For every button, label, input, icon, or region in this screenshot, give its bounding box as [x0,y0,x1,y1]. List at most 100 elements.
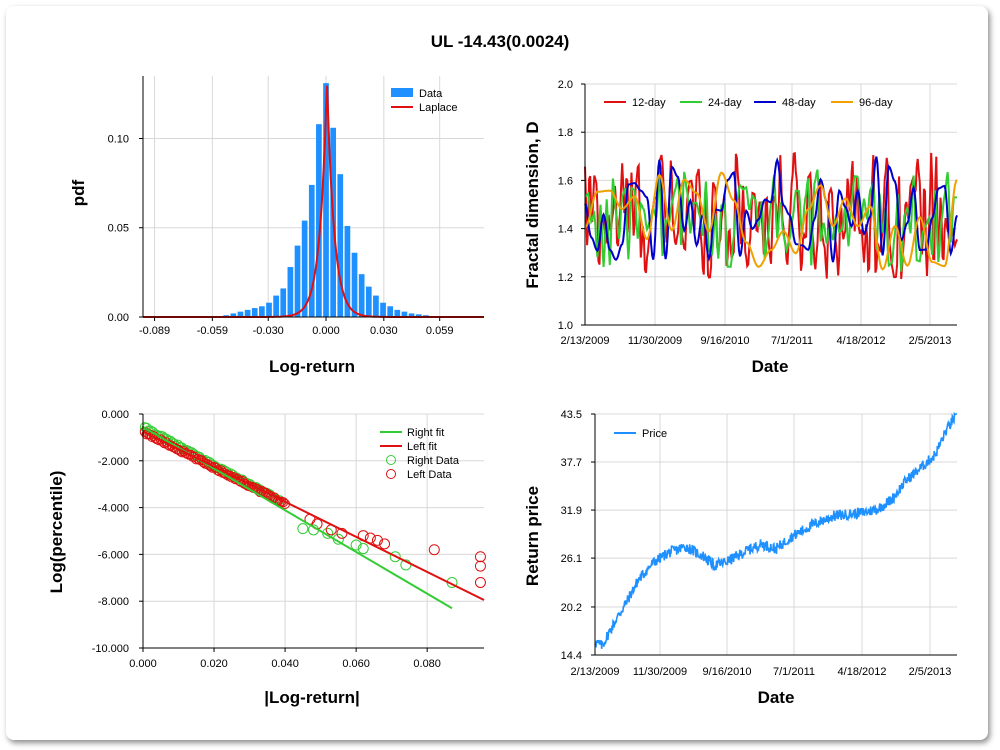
price-x-tick-label: 11/30/2009 [633,666,687,678]
hist-bar [394,309,401,317]
fractal-y-tick-label: 1.8 [558,127,573,139]
hist-y-axis-label: pdf [69,179,88,206]
price-y-tick-label: 43.5 [561,409,582,421]
left-data-point [428,544,440,556]
price-line [594,411,957,649]
legend-12-day-label: 12-day [632,97,666,109]
tail-x-tick-label: 0.040 [271,658,299,670]
hist-x-tick-label: -0.030 [253,325,284,337]
legend-right-data-label: Right Data [407,455,460,467]
tail-y-axis-label: Log(percentile) [47,471,66,594]
left-data-point [260,487,271,498]
fractal-x-tick-label: 11/30/2009 [628,335,682,347]
hist-bar [344,225,351,317]
hist-bar [401,311,408,317]
hist-x-tick-label: 0.030 [370,325,398,337]
legend-left-fit-label: Left fit [407,441,437,453]
hist-bar [280,288,287,317]
left-data-point [474,560,486,572]
hist-bar [373,295,379,317]
left-data-point [201,458,212,469]
left-data-point [474,576,486,588]
hist-x-tick-label: -0.089 [139,325,170,337]
legend-data-swatch [391,88,413,97]
left-data-point [203,460,214,471]
price-y-tick-label: 37.7 [561,457,582,469]
legend-laplace-label: Laplace [419,102,458,114]
hist-x-axis-label: Log-return [269,357,355,376]
left-data-point [379,538,391,550]
right-data-point [389,551,401,563]
hist-bar [294,245,301,317]
right-data-point [357,543,369,555]
hist-bar [323,83,329,317]
hist-y-tick-label: 0.00 [108,312,129,324]
left-data-point [371,534,383,546]
page-title: UL -14.43(0.0024) [430,32,570,51]
hist-bar [308,184,315,317]
fractal-y-tick-label: 1.6 [558,175,573,187]
fractal-series-24-day [584,169,958,272]
price-x-tick-label: 4/18/2012 [838,666,887,678]
legend-24-day-label: 24-day [708,97,742,109]
price-plot-area [595,414,957,655]
price-y-tick-label: 31.9 [561,505,582,517]
hist-bar [351,252,358,317]
hist-bar [365,286,372,317]
fractal-y-axis-label: Fractal dimension, D [523,121,542,288]
hist-bar [230,313,237,317]
hist-bar [380,302,386,317]
right-data-point [297,523,309,535]
price-x-tick-label: 2/13/2009 [571,666,620,678]
legend-data-label: Data [419,88,443,100]
fractal-y-tick-label: 1.0 [558,320,573,332]
price-y-tick-label: 14.4 [561,650,582,662]
hist-bar [266,302,272,317]
fractal-series-12-day [584,151,958,280]
fractal-y-tick-label: 1.2 [558,272,573,284]
price-x-tick-label: 9/16/2010 [703,666,752,678]
hist-bar [358,274,365,317]
tail-y-tick-label: -10.000 [92,643,129,655]
hist-bar [337,174,344,317]
price-y-axis-label: Return price [523,486,542,586]
legend-left-data-swatch [386,469,396,479]
price-y-tick-label: 20.2 [561,602,582,614]
hist-bar [237,311,244,317]
fractal-x-tick-label: 9/16/2010 [701,335,750,347]
fractal-x-tick-label: 4/18/2012 [837,335,886,347]
hist-x-tick-label: 0.000 [312,325,340,337]
fractal-x-tick-label: 2/5/2013 [909,335,952,347]
price-x-tick-label: 2/5/2013 [909,666,952,678]
hist-y-tick-label: 0.10 [108,133,129,145]
hist-x-tick-label: 0.059 [426,325,454,337]
hist-bar [415,314,422,317]
legend-right-fit-label: Right fit [407,427,444,439]
hist-bar [408,313,415,317]
price-x-tick-label: 7/1/2011 [773,666,815,678]
fractal-x-tick-label: 2/13/2009 [561,335,610,347]
fractal-y-tick-label: 2.0 [558,79,573,91]
hist-bar [387,306,394,317]
price-y-tick-label: 26.1 [561,553,582,565]
tail-y-tick-label: 0.000 [101,409,129,421]
fractal-series-96-day [584,171,958,271]
legend-right-data-swatch [386,455,396,465]
legend-96-day-label: 96-day [859,97,893,109]
legend-price-label: Price [642,428,667,440]
tail-x-axis-label: |Log-return| [264,688,359,707]
tail-x-tick-label: 0.000 [129,658,157,670]
tail-x-tick-label: 0.060 [342,658,370,670]
left-data-point [196,455,207,466]
fractal-series-48-day [584,156,958,263]
tail-y-tick-label: -8.000 [98,596,129,608]
hist-bar [316,124,322,317]
hist-bar [251,308,258,317]
hist-bar [244,309,251,317]
tail-y-tick-label: -6.000 [98,549,129,561]
price-x-axis-label: Date [758,688,795,707]
tail-y-tick-label: -2.000 [98,456,129,468]
tail-x-tick-label: 0.020 [200,658,228,670]
hist-x-tick-label: -0.059 [197,325,228,337]
